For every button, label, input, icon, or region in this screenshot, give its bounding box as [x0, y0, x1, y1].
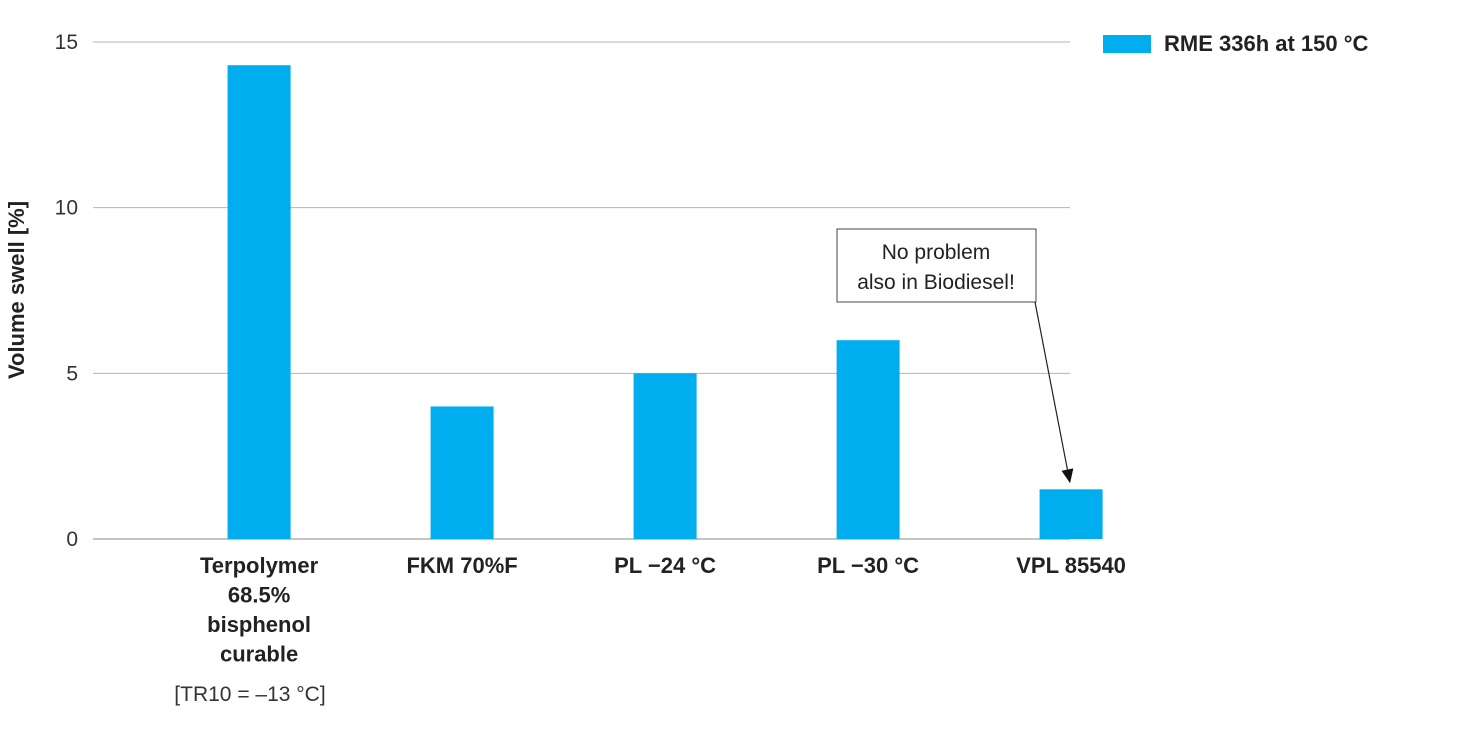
legend-label: RME 336h at 150 °C [1164, 31, 1369, 56]
y-tick-labels: 0 5 10 15 [55, 31, 78, 551]
bar [1039, 489, 1103, 539]
legend: RME 336h at 150 °C [1103, 31, 1369, 56]
y-tick-label: 5 [66, 362, 78, 385]
x-tick-labels: Terpolymer 68.5% bisphenol curable FKM 70%F P… [200, 553, 1126, 667]
callout-arrow [1034, 301, 1069, 470]
x-tick-label: Terpolymer 68.5% bisphenol curable [200, 553, 319, 667]
y-tick-label: 15 [55, 31, 78, 54]
bar [836, 340, 900, 539]
x-tick-label: PL −30 °C [817, 553, 919, 578]
y-axis-label: Volume swell [%] [4, 201, 29, 379]
callout: No problem also in Biodiesel! [836, 228, 1074, 484]
bar [227, 65, 291, 540]
callout-line-1: No problem [882, 241, 991, 264]
callout-line-2: also in Biodiesel! [857, 271, 1015, 294]
legend-swatch [1103, 35, 1151, 53]
x-tick-label: VPL 85540 [1016, 553, 1126, 578]
bar [430, 406, 494, 539]
bars [227, 65, 1103, 540]
y-tick-label: 0 [66, 528, 78, 551]
callout-box [836, 228, 1037, 303]
y-tick-label: 10 [55, 197, 78, 220]
x-tick-label: PL −24 °C [614, 553, 716, 578]
callout-arrowhead [1061, 468, 1074, 484]
x-tick-label: FKM 70%F [406, 553, 517, 578]
bar [633, 373, 697, 539]
category-note: [TR10 = –13 °C] [174, 683, 325, 706]
